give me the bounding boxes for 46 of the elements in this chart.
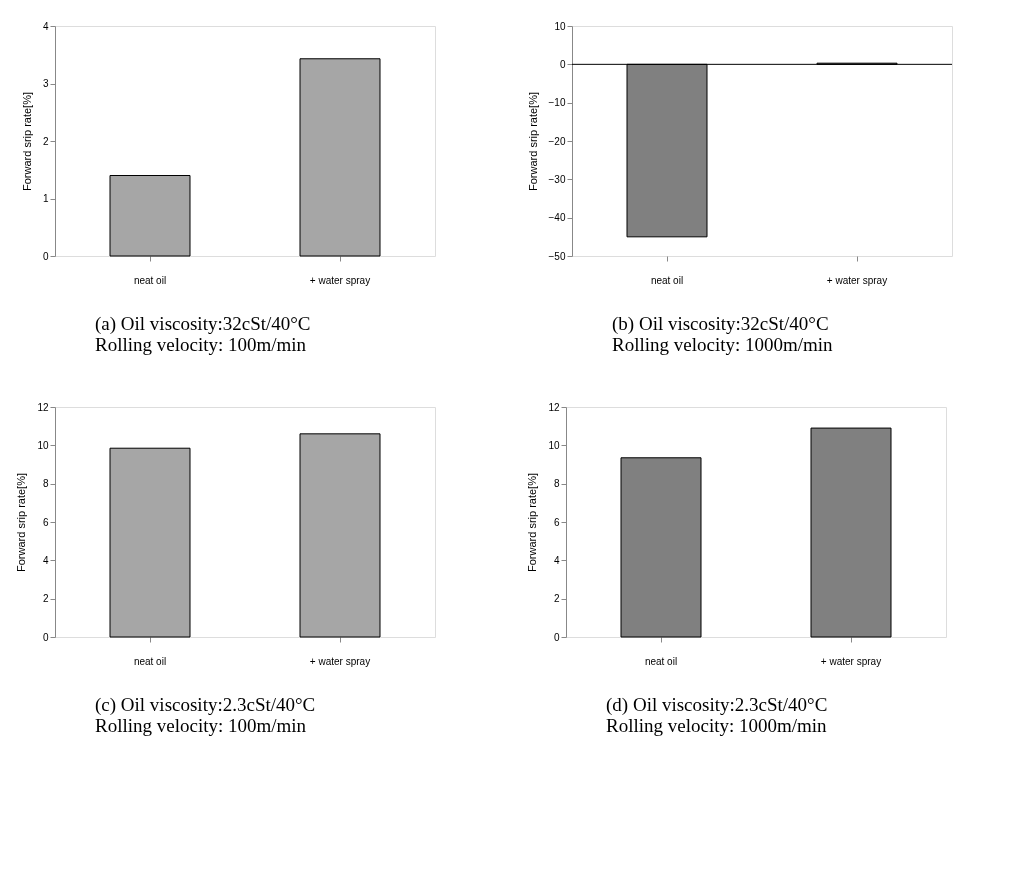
y-tick-label: 4	[42, 554, 49, 566]
y-tick-label: 0	[42, 631, 49, 643]
y-tick-label: −30	[548, 173, 566, 185]
y-tick-label: 4	[553, 554, 560, 566]
y-axis-title: Forward srip rate[%]	[20, 91, 33, 192]
y-tick-label: 6	[42, 516, 49, 528]
y-tick-label: −50	[548, 250, 566, 262]
text: Rolling velocity: 1000m/min	[612, 334, 834, 355]
text: (d) Oil viscosity:2.3cSt/40°C	[606, 694, 828, 716]
y-tick-label: 10	[554, 20, 566, 32]
y-tick-label: 4	[42, 20, 49, 32]
y-tick-label: 8	[42, 478, 49, 490]
y-tick-label: 3	[42, 78, 49, 89]
y-tick-label: 1	[42, 193, 49, 204]
x-tick-label: + water spray	[309, 655, 371, 667]
y-tick-label: 12	[37, 401, 49, 413]
y-tick-label: 2	[42, 593, 49, 605]
x-tick-label: neat oil	[650, 274, 684, 286]
y-tick-label: 12	[548, 401, 560, 413]
y-tick-label: −10	[548, 97, 566, 109]
y-tick-label: −40	[548, 212, 566, 224]
x-tick-label: neat oil	[133, 655, 167, 667]
y-tick-label: 6	[553, 516, 560, 528]
x-tick-label: + water spray	[820, 655, 882, 667]
y-tick-label: 2	[553, 593, 560, 605]
y-axis-title: Forward srip rate[%]	[526, 91, 539, 192]
x-tick-label: neat oil	[644, 655, 678, 667]
text: (a) Oil viscosity:32cSt/40°C	[95, 313, 311, 335]
text: Rolling velocity: 1000m/min	[606, 715, 828, 736]
text: (b) Oil viscosity:32cSt/40°C	[612, 313, 829, 335]
x-tick-label: + water spray	[826, 274, 888, 286]
y-tick-label: 10	[548, 439, 560, 451]
text: Rolling velocity: 100m/min	[95, 715, 307, 736]
y-tick-label: 0	[559, 58, 566, 70]
x-tick-label: + water spray	[309, 274, 371, 286]
text: Rolling velocity: 100m/min	[95, 334, 307, 355]
y-axis-title: Forward srip rate[%]	[526, 472, 539, 573]
y-tick-label: 10	[37, 439, 49, 451]
y-tick-label: 8	[553, 478, 560, 490]
y-axis-title: Forward srip rate[%]	[15, 472, 28, 573]
y-tick-label: 0	[42, 250, 49, 262]
text: (c) Oil viscosity:2.3cSt/40°C	[95, 694, 316, 716]
y-tick-label: 0	[553, 631, 560, 643]
y-tick-label: −20	[548, 135, 566, 147]
y-tick-label: 2	[42, 135, 49, 147]
x-tick-label: neat oil	[133, 274, 167, 286]
